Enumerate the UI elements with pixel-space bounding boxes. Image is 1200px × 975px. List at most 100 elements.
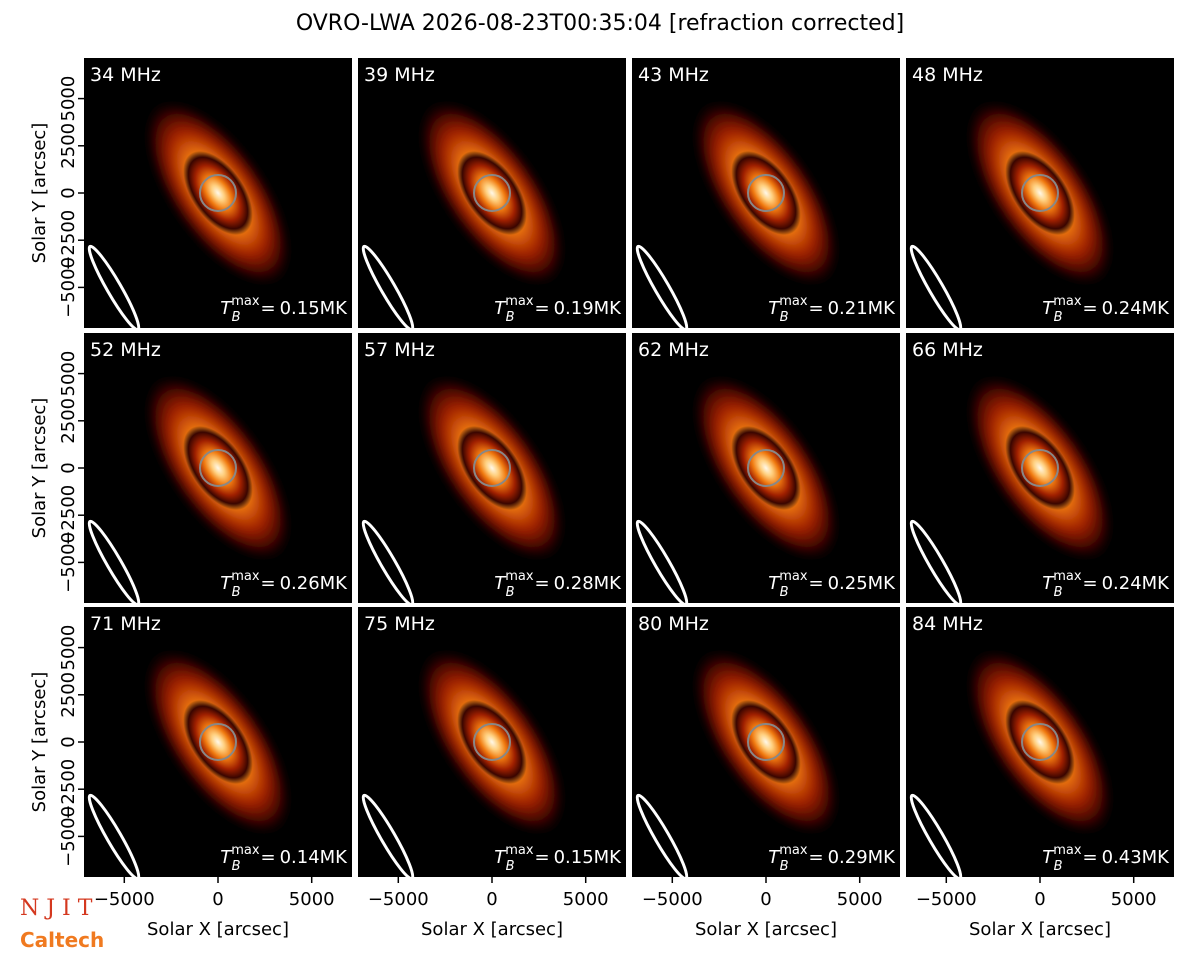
frequency-label: 52 MHz [90,339,161,361]
frequency-label: 48 MHz [912,64,983,86]
tmax-value: 0.25MK [828,573,897,594]
tmax-sub: B [506,585,515,600]
tmax-label: Tmax B = 0.25MK [768,569,896,600]
tmax-label: Tmax B = 0.21MK [768,294,896,325]
tmax-sup: max [1053,569,1082,584]
tmax-label: Tmax B = 0.15MK [494,843,622,874]
tmax-sup: max [505,569,534,584]
image-layer [635,373,841,603]
x-axis-label: Solar X [arcsec] [147,919,289,940]
emission-core [1005,425,1075,511]
beam [635,793,689,877]
tmax-value: 0.21MK [828,298,897,319]
image-layer [909,373,1115,603]
tmax-symbol: T [768,298,781,319]
y-tick-label: −5000 [58,806,79,867]
emission-core [731,699,801,785]
logo-njit: N J I T [20,896,93,921]
beam [635,244,689,328]
panel: 48 MHz Tmax B = 0.24MK [906,58,1174,328]
tmax-symbol: T [494,847,507,868]
image-layer [635,98,841,328]
tmax-sub: B [232,859,241,874]
tmax-eq: = [1082,298,1097,319]
image-layer [361,373,567,603]
tmax-symbol: T [1042,298,1055,319]
y-tick-label: 5000 [58,625,79,671]
tmax-sup: max [231,569,260,584]
emission-core [731,425,801,511]
tmax-symbol: T [220,298,233,319]
x-tick-label: −5000 [916,889,977,910]
tmax-sup: max [1053,294,1082,309]
tmax-value: 0.28MK [554,573,623,594]
tmax-value: 0.29MK [828,847,897,868]
x-tick-label: 0 [760,889,771,910]
beam [361,793,415,877]
tmax-value: 0.26MK [280,573,349,594]
solar-disk [473,449,511,487]
x-tick-label: 0 [486,889,497,910]
tmax-sup: max [779,569,808,584]
y-tick-label: 0 [58,462,79,473]
tmax-sub: B [506,310,515,325]
image-layer [87,647,293,877]
x-tick-label: −5000 [94,889,155,910]
emission-core [183,425,253,511]
y-tick-label: 5000 [58,351,79,397]
beam [361,244,415,328]
tmax-sub: B [780,310,789,325]
tmax-sup: max [779,843,808,858]
y-tick-label: −2500 [58,759,79,820]
tmax-sup: max [231,294,260,309]
beam [635,519,689,603]
tmax-sup: max [505,294,534,309]
solar-disk [199,449,237,487]
emission-core [457,699,527,785]
x-axis-label: Solar X [arcsec] [695,919,837,940]
tmax-label: Tmax B = 0.24MK [1042,294,1170,325]
tmax-sub: B [1054,859,1063,874]
tmax-eq: = [534,847,549,868]
solar-disk [473,723,511,761]
tmax-label: Tmax B = 0.26MK [220,569,348,600]
frequency-label: 80 MHz [638,613,709,635]
solar-disk [747,174,785,212]
tmax-symbol: T [220,573,233,594]
logo-caltech: Caltech [20,928,104,952]
tmax-eq: = [260,847,275,868]
frequency-label: 71 MHz [90,613,161,635]
emission-core [457,425,527,511]
panel: 57 MHz Tmax B = 0.28MK [358,333,626,603]
image-layer [361,98,567,328]
tmax-label: Tmax B = 0.29MK [768,843,896,874]
tmax-label: Tmax B = 0.14MK [220,843,348,874]
emission-core [457,150,527,236]
tmax-value: 0.14MK [280,847,349,868]
y-tick-label: 0 [58,736,79,747]
y-tick-label: 2500 [58,123,79,169]
solar-disk [1021,174,1059,212]
x-axis-label: Solar X [arcsec] [421,919,563,940]
frequency-label: 57 MHz [364,339,435,361]
tmax-label: Tmax B = 0.28MK [494,569,622,600]
y-tick-label: 0 [58,187,79,198]
tmax-label: Tmax B = 0.15MK [220,294,348,325]
y-tick-label: −2500 [58,485,79,546]
solar-disk [199,174,237,212]
tmax-eq: = [260,298,275,319]
frequency-label: 66 MHz [912,339,983,361]
tmax-sup: max [779,294,808,309]
panel: 62 MHz Tmax B = 0.25MK [632,333,900,603]
x-tick-label: −5000 [642,889,703,910]
frequency-label: 34 MHz [90,64,161,86]
frequency-label: 62 MHz [638,339,709,361]
tmax-symbol: T [220,847,233,868]
tmax-sup: max [1053,843,1082,858]
frequency-label: 43 MHz [638,64,709,86]
tmax-symbol: T [494,298,507,319]
